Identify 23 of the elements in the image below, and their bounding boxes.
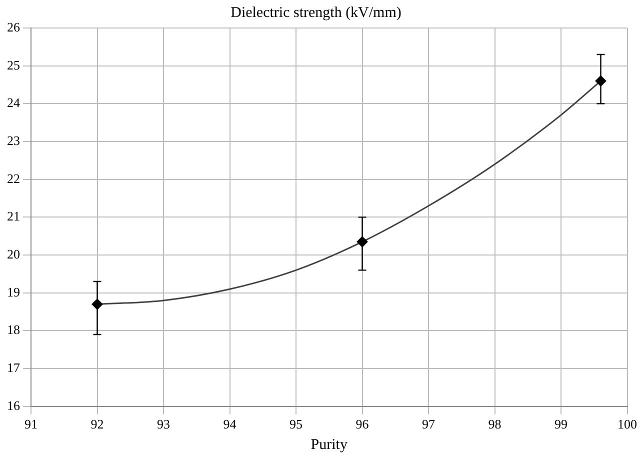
x-tick-label: 100 [618,416,637,432]
x-tick-label: 91 [24,416,38,432]
x-tick-label: 92 [90,416,104,432]
x-tick-label: 97 [422,416,436,432]
y-tick-label: 21 [7,208,20,224]
y-tick-label: 24 [7,95,20,110]
x-tick-label: 93 [157,416,170,432]
x-tick-label: 99 [554,416,568,432]
x-axis-title: Purity [310,436,348,453]
y-tick-label: 23 [7,132,20,148]
x-tick-label: 95 [290,416,302,432]
y-tick-label: 17 [7,360,20,375]
x-tick-label: 94 [223,416,237,432]
y-tick-label: 25 [7,57,20,72]
y-tick-label: 19 [7,284,20,300]
y-tick-label: 18 [7,322,20,338]
y-tick-label: 22 [7,170,20,186]
y-tick-label: 16 [7,398,20,413]
chart-title: Dielectric strength (kV/mm) [230,4,402,21]
y-tick-label: 20 [7,246,20,262]
x-tick-label: 96 [356,416,370,432]
y-tick-label: 26 [7,19,20,34]
x-tick-label: 98 [488,416,502,432]
